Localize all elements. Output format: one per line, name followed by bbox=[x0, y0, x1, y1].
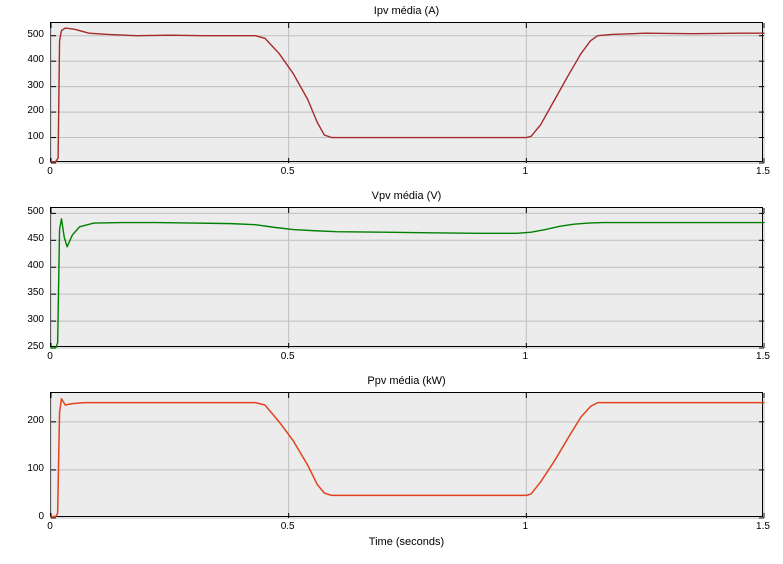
subplot-title: Ipv média (A) bbox=[50, 5, 763, 17]
y-tick-label: 100 bbox=[10, 464, 44, 474]
y-tick-label: 400 bbox=[10, 55, 44, 65]
figure: { "figure": { "width": 783, "height": 56… bbox=[0, 0, 783, 564]
plot-svg bbox=[51, 208, 764, 348]
x-tick-label: 0 bbox=[47, 522, 53, 532]
x-axis-label: Time (seconds) bbox=[50, 536, 763, 548]
x-tick-label: 1 bbox=[523, 352, 529, 362]
y-tick-label: 0 bbox=[10, 157, 44, 167]
x-tick-label: 0 bbox=[47, 167, 53, 177]
plot-svg bbox=[51, 393, 764, 518]
x-tick-label: 0 bbox=[47, 352, 53, 362]
plot-svg bbox=[51, 23, 764, 163]
y-tick-label: 0 bbox=[10, 512, 44, 522]
x-tick-label: 0.5 bbox=[281, 167, 295, 177]
y-tick-label: 400 bbox=[10, 261, 44, 271]
subplot-ipv: Ipv média (A) 010020030040050000.511.5 bbox=[50, 22, 763, 162]
y-tick-label: 450 bbox=[10, 234, 44, 244]
x-tick-label: 1 bbox=[523, 522, 529, 532]
subplot-ppv: Ppv média (kW) 010020000.511.5 bbox=[50, 392, 763, 517]
x-tick-label: 1 bbox=[523, 167, 529, 177]
y-tick-label: 100 bbox=[10, 132, 44, 142]
subplot-title: Ppv média (kW) bbox=[50, 375, 763, 387]
plot-area bbox=[50, 207, 763, 347]
y-tick-label: 200 bbox=[10, 416, 44, 426]
y-tick-label: 350 bbox=[10, 288, 44, 298]
plot-area bbox=[50, 22, 763, 162]
x-tick-label: 1.5 bbox=[756, 352, 770, 362]
y-tick-label: 300 bbox=[10, 315, 44, 325]
y-tick-label: 300 bbox=[10, 81, 44, 91]
subplot-vpv: Vpv média (V) 25030035040045050000.511.5 bbox=[50, 207, 763, 347]
x-tick-label: 1.5 bbox=[756, 522, 770, 532]
y-tick-label: 250 bbox=[10, 342, 44, 352]
x-tick-label: 1.5 bbox=[756, 167, 770, 177]
y-tick-label: 500 bbox=[10, 30, 44, 40]
plot-area bbox=[50, 392, 763, 517]
x-tick-label: 0.5 bbox=[281, 352, 295, 362]
y-tick-label: 500 bbox=[10, 207, 44, 217]
x-tick-label: 0.5 bbox=[281, 522, 295, 532]
y-tick-label: 200 bbox=[10, 106, 44, 116]
subplot-title: Vpv média (V) bbox=[50, 190, 763, 202]
